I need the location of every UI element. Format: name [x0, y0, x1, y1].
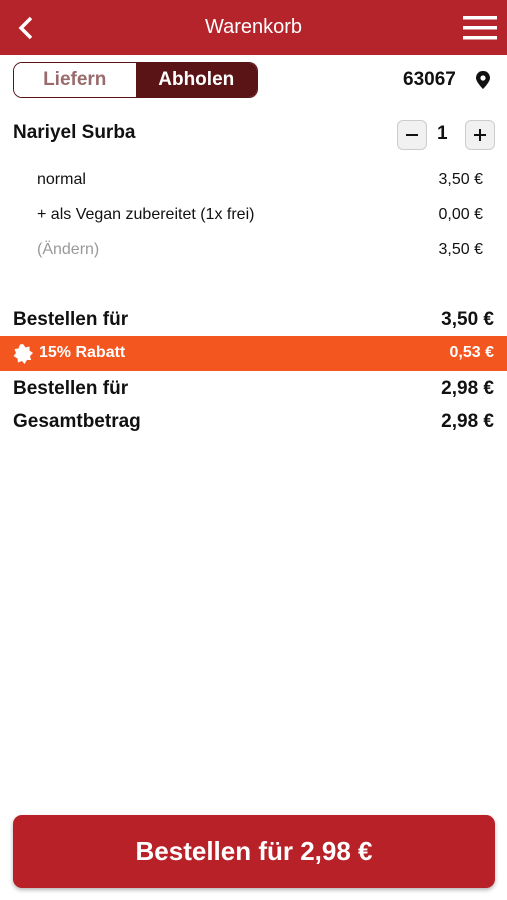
discount-value: 0,53 € [449, 344, 494, 361]
pin-icon[interactable] [475, 70, 491, 90]
postcode[interactable]: 63067 [403, 69, 456, 90]
quantity: 1 [437, 123, 448, 144]
order-button[interactable]: Bestellen für 2,98 € [13, 815, 495, 888]
option-price: 0,00 € [438, 206, 483, 223]
tab-pickup[interactable]: Abholen [135, 63, 257, 97]
header-title: Warenkorb [204, 16, 303, 38]
after-discount-label: Bestellen für [13, 378, 129, 399]
plus-button[interactable] [465, 120, 495, 150]
item-name: Nariyel Surba [13, 122, 136, 143]
total-label: Gesamtbetrag [13, 411, 141, 432]
change-link[interactable]: (Ändern) [37, 241, 100, 258]
minus-button[interactable] [397, 120, 427, 150]
discount-row: 15% Rabatt 0,53 € [0, 336, 507, 371]
menu-icon[interactable] [463, 15, 497, 41]
option-label: + als Vegan zubereitet (1x frei) [37, 206, 255, 223]
option-price: 3,50 € [438, 241, 483, 258]
total-value: 2,98 € [441, 411, 494, 432]
delivery-toggle: Liefern Abholen [13, 62, 258, 98]
discount-label: 15% Rabatt [39, 344, 126, 361]
header: Warenkorb [0, 0, 507, 55]
back-icon[interactable] [16, 15, 36, 41]
option-label: normal [37, 171, 86, 188]
after-discount-value: 2,98 € [441, 378, 494, 399]
option-price: 3,50 € [438, 171, 483, 188]
tab-deliver[interactable]: Liefern [14, 63, 136, 97]
subtotal-label: Bestellen für [13, 309, 129, 330]
subtotal-value: 3,50 € [441, 309, 494, 330]
discount-icon [13, 344, 33, 364]
